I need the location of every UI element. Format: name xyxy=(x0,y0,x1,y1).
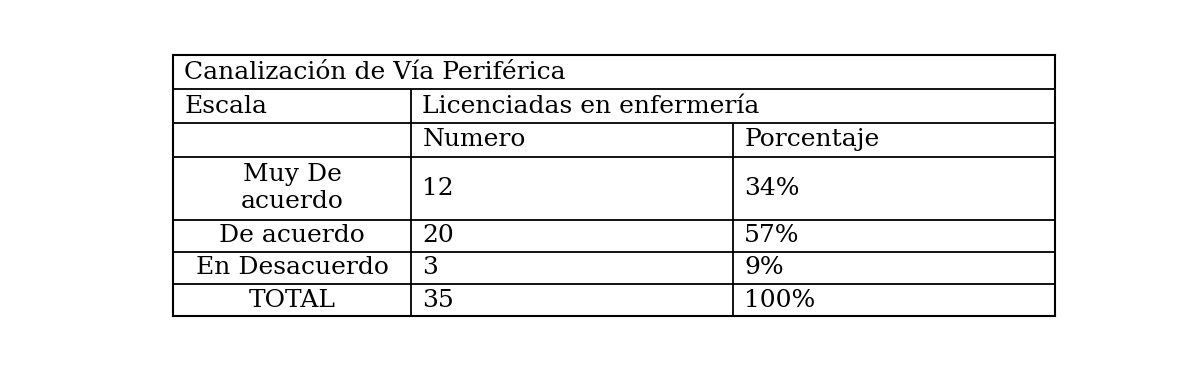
Text: Licenciadas en enfermería: Licenciadas en enfermería xyxy=(422,95,760,117)
Text: TOTAL: TOTAL xyxy=(248,289,335,312)
Text: 34%: 34% xyxy=(744,177,800,199)
Text: De acuerdo: De acuerdo xyxy=(219,224,365,247)
Text: 57%: 57% xyxy=(744,224,800,247)
Text: En Desacuerdo: En Desacuerdo xyxy=(195,256,388,279)
Text: 100%: 100% xyxy=(744,289,816,312)
Text: Canalización de Vía Periférica: Canalización de Vía Periférica xyxy=(184,61,565,84)
Text: Escala: Escala xyxy=(184,95,267,117)
Text: Muy De
acuerdo: Muy De acuerdo xyxy=(241,163,344,213)
Text: 3: 3 xyxy=(422,256,438,279)
Text: 9%: 9% xyxy=(744,256,783,279)
Text: 35: 35 xyxy=(422,289,454,312)
Text: 20: 20 xyxy=(422,224,454,247)
Text: 12: 12 xyxy=(422,177,454,199)
Text: Porcentaje: Porcentaje xyxy=(744,128,879,151)
Text: Numero: Numero xyxy=(422,128,526,151)
